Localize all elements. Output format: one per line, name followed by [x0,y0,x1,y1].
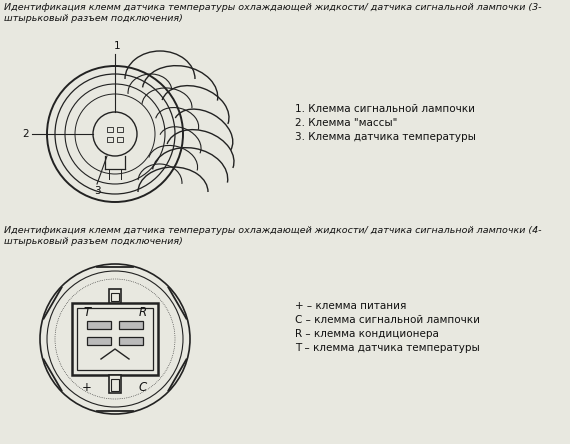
Bar [119,321,143,329]
Text: R – клемма кондиционера: R – клемма кондиционера [295,329,439,339]
Text: T: T [83,306,91,320]
Bar [109,289,121,303]
Text: Идентификация клемм датчика температуры охлаждающей жидкости/ датчика сигнальной: Идентификация клемм датчика температуры … [4,226,542,246]
Text: C: C [139,381,147,393]
Text: 2. Клемма "массы": 2. Клемма "массы" [295,118,397,128]
Bar [107,127,113,132]
Bar [117,127,123,132]
Text: 3. Клемма датчика температуры: 3. Клемма датчика температуры [295,132,476,142]
Text: 3: 3 [93,186,100,196]
Text: T – клемма датчика температуры: T – клемма датчика температуры [295,343,480,353]
Text: +: + [82,381,92,393]
Text: 2: 2 [22,129,29,139]
Bar [87,337,111,345]
Text: 1: 1 [113,41,120,51]
Bar [72,303,158,375]
Bar [119,337,143,345]
Bar [111,379,119,391]
Bar [87,321,111,329]
Text: R: R [139,306,147,320]
Bar [77,308,153,370]
Bar [109,375,121,393]
Bar [117,137,123,142]
Text: 1. Клемма сигнальной лампочки: 1. Клемма сигнальной лампочки [295,104,475,114]
Bar [107,137,113,142]
Text: Идентификация клемм датчика температуры охлаждающей жидкости/ датчика сигнальной: Идентификация клемм датчика температуры … [4,3,542,24]
Text: C – клемма сигнальной лампочки: C – клемма сигнальной лампочки [295,315,480,325]
Bar [111,293,119,301]
Text: + – клемма питания: + – клемма питания [295,301,406,311]
